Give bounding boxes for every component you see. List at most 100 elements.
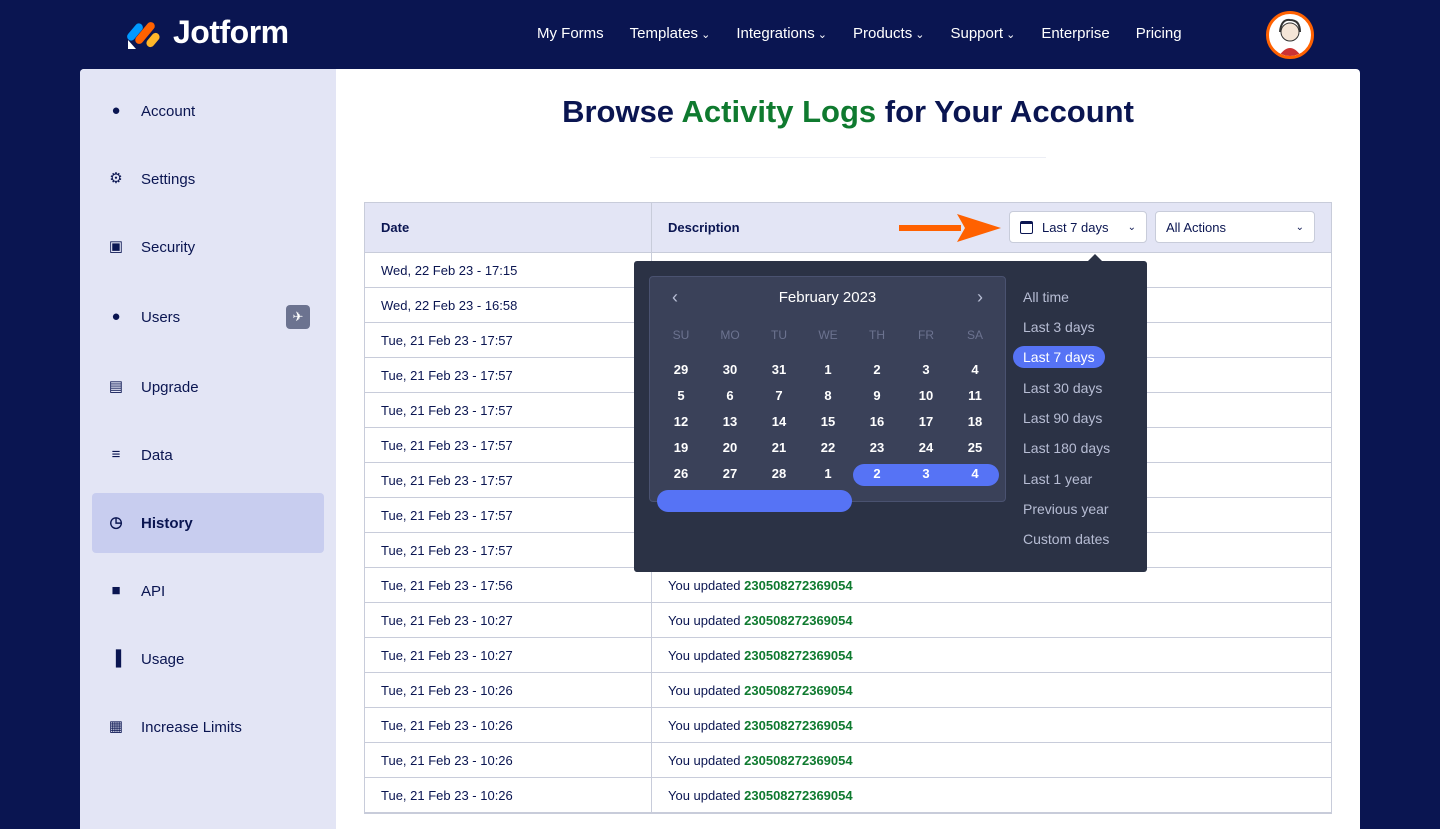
calendar-day[interactable]: 7 <box>775 388 783 403</box>
chevron-down-icon: ⌄ <box>912 29 925 41</box>
calendar-day[interactable]: 11 <box>968 388 982 403</box>
row-date: Tue, 21 Feb 23 - 17:57 <box>365 358 652 392</box>
calendar-day[interactable]: 1 <box>824 362 832 377</box>
prev-month-icon[interactable]: ‹ <box>672 287 678 307</box>
form-id-link[interactable]: 230508272369054 <box>744 787 853 803</box>
range-option-previous-year[interactable]: Previous year <box>1023 501 1109 517</box>
sidebar-item-settings[interactable]: ⚙ Settings <box>92 149 324 209</box>
row-description: You updated 230508272369054 <box>668 717 853 733</box>
calendar-day[interactable]: 6 <box>726 388 734 403</box>
user-icon: ● <box>111 102 121 119</box>
calendar-day[interactable]: 13 <box>722 414 738 429</box>
calendar-day[interactable]: 2 <box>873 362 881 377</box>
calendar-day[interactable]: 23 <box>869 440 885 455</box>
range-option-last-180-days[interactable]: Last 180 days <box>1023 440 1111 456</box>
calendar-day[interactable]: 2 <box>873 466 881 481</box>
weekday-label: FR <box>918 328 934 342</box>
calendar-day[interactable]: 17 <box>918 414 934 429</box>
table-row: Tue, 21 Feb 23 - 10:27 You updated 230508… <box>365 638 1331 673</box>
calendar-day[interactable]: 1 <box>824 466 832 481</box>
weekday-label: TH <box>869 328 885 342</box>
form-id-link[interactable]: 230508272369054 <box>744 717 853 733</box>
calendar-day[interactable]: 9 <box>873 388 881 403</box>
sidebar-item-upgrade[interactable]: ▤ Upgrade <box>108 378 199 396</box>
bar-chart-icon: ▐ <box>110 650 122 667</box>
row-date: Tue, 21 Feb 23 - 10:27 <box>365 603 652 637</box>
calendar-day[interactable]: 28 <box>771 466 787 481</box>
table-row: Tue, 21 Feb 23 - 17:56 You updated 230508… <box>365 568 1331 603</box>
calendar-day[interactable]: 3 <box>922 466 930 481</box>
calendar-day[interactable]: 16 <box>869 414 885 429</box>
form-id-link[interactable]: 230508272369054 <box>744 647 853 663</box>
sidebar-item-users[interactable]: ● Users ✈ <box>92 287 324 347</box>
chevron-down-icon: ⌄ <box>698 29 711 41</box>
calendar-day[interactable]: 12 <box>673 414 689 429</box>
weekday-label: MO <box>720 328 740 342</box>
range-option-last-30-days[interactable]: Last 30 days <box>1023 380 1103 396</box>
calendar-day[interactable]: 18 <box>967 414 983 429</box>
calendar-day[interactable]: 22 <box>820 440 836 455</box>
rocket-icon[interactable]: ✈ <box>286 305 310 329</box>
row-date: Tue, 21 Feb 23 - 17:57 <box>365 533 652 567</box>
calendar: ‹ February 2023 › SU MO TU WE TH FR SA 29 30 31 1 2… <box>649 276 1006 512</box>
calendar-day[interactable]: 4 <box>971 466 979 481</box>
calendar-day[interactable]: 15 <box>820 414 836 429</box>
logo[interactable]: Jotform <box>127 14 289 51</box>
calendar-day[interactable]: 30 <box>722 362 738 377</box>
nav-enterprise[interactable]: Enterprise <box>1041 25 1110 42</box>
sidebar-item-usage[interactable]: ▐ Usage <box>92 629 324 689</box>
divider <box>650 157 1046 158</box>
calendar-day[interactable]: 25 <box>967 440 983 455</box>
nav-pricing[interactable]: Pricing <box>1135 25 1182 42</box>
weekday-label: WE <box>818 328 838 342</box>
sidebar-item-account[interactable]: ● Account <box>92 81 324 141</box>
database-icon: ≡ <box>111 446 121 463</box>
calendar-day[interactable]: 21 <box>771 440 787 455</box>
form-id-link[interactable]: 230508272369054 <box>744 752 853 768</box>
nav-templates[interactable]: Templates ⌄ <box>629 25 711 42</box>
range-option-last-1-year[interactable]: Last 1 year <box>1023 471 1093 487</box>
range-option-custom-dates[interactable]: Custom dates <box>1023 531 1110 547</box>
next-month-icon[interactable]: › <box>977 287 983 307</box>
calendar-day[interactable]: 10 <box>918 388 934 403</box>
range-option-all-time[interactable]: All time <box>1023 289 1069 305</box>
weekday-label: TU <box>771 328 787 342</box>
nav-my-forms[interactable]: My Forms <box>537 25 604 42</box>
column-description: Description <box>668 220 740 235</box>
calendar-day[interactable]: 26 <box>673 466 689 481</box>
calendar-day[interactable]: 3 <box>922 362 930 377</box>
calendar-day[interactable]: 31 <box>771 362 787 377</box>
calendar-day[interactable]: 5 <box>677 388 685 403</box>
sidebar-item-history[interactable]: ◷ History <box>92 493 324 553</box>
calendar-day[interactable]: 24 <box>918 440 934 455</box>
sidebar-item-api[interactable]: ■ API <box>92 561 324 621</box>
calendar-day[interactable]: 27 <box>722 466 738 481</box>
sidebar-item-increase-limits[interactable]: ▦ Increase Limits <box>108 718 242 736</box>
users-icon: ● <box>111 308 121 325</box>
calendar-day[interactable]: 19 <box>673 440 689 455</box>
form-id-link[interactable]: 230508272369054 <box>744 577 853 593</box>
nav-products[interactable]: Products ⌄ <box>853 25 925 42</box>
nav-integrations[interactable]: Integrations ⌄ <box>736 25 827 42</box>
avatar[interactable] <box>1266 11 1314 59</box>
nav-support[interactable]: Support ⌄ <box>950 25 1016 42</box>
form-id-link[interactable]: 230508272369054 <box>744 682 853 698</box>
calendar-day[interactable]: 20 <box>722 440 738 455</box>
sidebar-item-data[interactable]: ≡ Data <box>92 425 324 485</box>
calendar-day[interactable]: 8 <box>824 388 832 403</box>
gift-icon: ▦ <box>108 718 124 735</box>
range-option-last-3-days[interactable]: Last 3 days <box>1023 319 1095 335</box>
row-date: Tue, 21 Feb 23 - 17:57 <box>365 323 652 357</box>
sidebar-item-security[interactable]: ▣ Security <box>108 238 196 256</box>
calendar-day[interactable]: 29 <box>673 362 689 377</box>
date-range-select[interactable]: Last 7 days ⌄ <box>1009 211 1147 243</box>
form-id-link[interactable]: 230508272369054 <box>744 612 853 628</box>
action-filter-select[interactable]: All Actions ⌄ <box>1155 211 1315 243</box>
chevron-down-icon: ⌄ <box>1003 29 1016 41</box>
range-option-last-90-days[interactable]: Last 90 days <box>1023 410 1103 426</box>
calendar-day[interactable]: 4 <box>971 362 979 377</box>
calendar-day[interactable]: 14 <box>771 414 787 429</box>
range-option-last-7-days[interactable]: Last 7 days <box>1013 346 1105 368</box>
column-date: Date <box>365 203 652 252</box>
date-range-popover: ‹ February 2023 › SU MO TU WE TH FR SA 29 30 31 1 2… <box>634 254 1147 572</box>
